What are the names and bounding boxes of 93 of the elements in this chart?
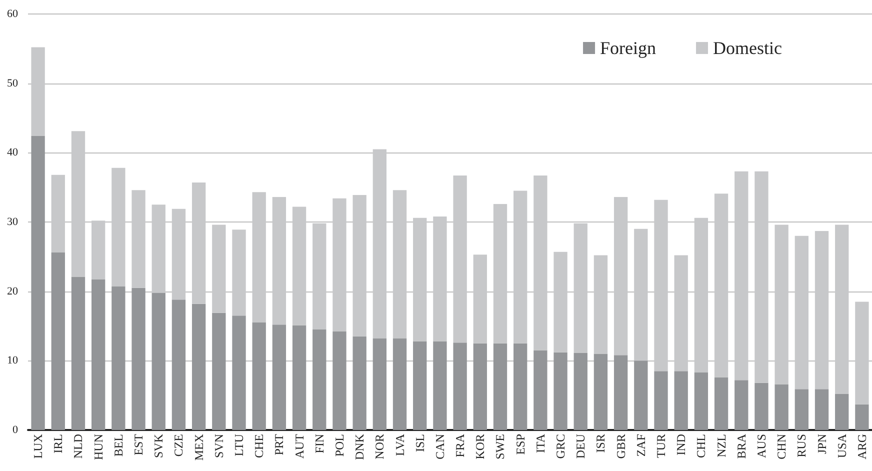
bar bbox=[493, 343, 508, 430]
bar bbox=[734, 380, 748, 430]
bar bbox=[855, 404, 869, 430]
x-tick-label: CZE bbox=[172, 434, 186, 457]
x-tick-label: NLD bbox=[71, 434, 86, 459]
x-tick-label: AUS bbox=[754, 434, 768, 458]
bar bbox=[312, 329, 326, 430]
x-tick-label: ISL bbox=[412, 434, 427, 452]
bar bbox=[392, 338, 407, 430]
x-tick-label: IRL bbox=[51, 434, 66, 454]
x-tick-label: FRA bbox=[453, 434, 468, 458]
x-tick-label: LVA bbox=[392, 434, 407, 456]
bar bbox=[71, 276, 86, 430]
bar bbox=[132, 288, 146, 430]
y-tick-label: 30 bbox=[7, 216, 18, 228]
bar bbox=[574, 353, 588, 430]
bar bbox=[694, 372, 708, 430]
x-tick-label: JPN bbox=[814, 434, 829, 454]
bar bbox=[352, 336, 366, 430]
x-tick-label: FIN bbox=[312, 434, 326, 454]
bar bbox=[594, 354, 608, 430]
x-tick-label: LUX bbox=[31, 434, 46, 459]
x-tick-label: GRC bbox=[554, 434, 568, 459]
x-tick-label: CHE bbox=[252, 434, 266, 458]
x-tick-label: SWE bbox=[493, 434, 508, 460]
bar bbox=[534, 350, 548, 430]
x-tick-label: RUS bbox=[794, 434, 809, 458]
x-tick-label: CHL bbox=[694, 434, 708, 458]
x-tick-label: IND bbox=[674, 434, 688, 456]
bar bbox=[473, 343, 487, 430]
x-tick-label: ZAF bbox=[634, 434, 648, 457]
bar bbox=[192, 304, 206, 430]
x-tick-label: NOR bbox=[372, 434, 387, 460]
y-tick-label: 10 bbox=[7, 354, 18, 367]
bar bbox=[634, 360, 648, 430]
y-tick-label: 50 bbox=[7, 77, 18, 90]
bar bbox=[112, 286, 126, 430]
bar bbox=[714, 377, 728, 430]
x-tick-label: GBR bbox=[614, 434, 628, 459]
x-tick-label: LTU bbox=[232, 434, 246, 456]
bar bbox=[754, 382, 768, 430]
x-tick-label: NZL bbox=[714, 434, 728, 458]
bar bbox=[232, 316, 246, 430]
bar bbox=[654, 371, 668, 430]
x-tick-label: AUT bbox=[292, 433, 306, 459]
bar bbox=[433, 341, 447, 430]
bar bbox=[332, 332, 346, 430]
bar bbox=[272, 324, 286, 430]
bar bbox=[774, 384, 788, 430]
y-tick-label: 60 bbox=[7, 8, 18, 20]
x-tick-label: DEU bbox=[574, 434, 588, 459]
y-tick-label: 20 bbox=[7, 285, 18, 298]
x-tick-label: SVK bbox=[152, 434, 166, 458]
bar bbox=[252, 322, 266, 430]
bar bbox=[614, 355, 628, 430]
bar bbox=[674, 371, 688, 430]
bar bbox=[554, 352, 568, 430]
bar bbox=[453, 342, 467, 430]
bar bbox=[51, 252, 65, 430]
legend-label: Domestic bbox=[713, 38, 782, 58]
bar bbox=[212, 312, 226, 430]
bar bbox=[92, 280, 106, 430]
y-tick-label: 0 bbox=[12, 424, 18, 436]
x-tick-label: USA bbox=[834, 434, 849, 458]
bar bbox=[152, 292, 166, 430]
x-tick-label: ESP bbox=[513, 434, 528, 455]
legend-label: Foreign bbox=[600, 38, 656, 58]
bar bbox=[794, 389, 808, 430]
y-tick-label: 40 bbox=[7, 146, 18, 159]
bar bbox=[172, 300, 186, 430]
x-tick-label: ISR bbox=[594, 434, 608, 453]
x-tick-label: TUR bbox=[654, 434, 668, 458]
x-tick-label: KOR bbox=[473, 434, 488, 460]
bar bbox=[372, 338, 386, 430]
x-tick-label: EST bbox=[132, 433, 146, 456]
x-tick-label: HUN bbox=[91, 434, 106, 460]
x-tick-label: ARG bbox=[854, 434, 869, 460]
x-tick-label: CAN bbox=[432, 434, 447, 460]
bar bbox=[413, 341, 427, 430]
x-tick-label: DNK bbox=[352, 434, 367, 460]
x-tick-label: BRA bbox=[734, 434, 748, 459]
bar bbox=[814, 389, 829, 430]
bar bbox=[292, 325, 306, 430]
x-tick-label: ITA bbox=[533, 434, 548, 454]
x-tick-label: PRT bbox=[272, 433, 286, 456]
bar bbox=[31, 136, 45, 430]
x-tick-label: POL bbox=[332, 434, 346, 457]
x-tick-label: MEX bbox=[192, 434, 206, 461]
x-tick-label: SVN bbox=[212, 434, 226, 458]
x-tick-label: BEL bbox=[111, 434, 126, 457]
x-tick-label: CHN bbox=[774, 434, 789, 460]
bar bbox=[835, 394, 849, 430]
bar bbox=[514, 343, 528, 430]
